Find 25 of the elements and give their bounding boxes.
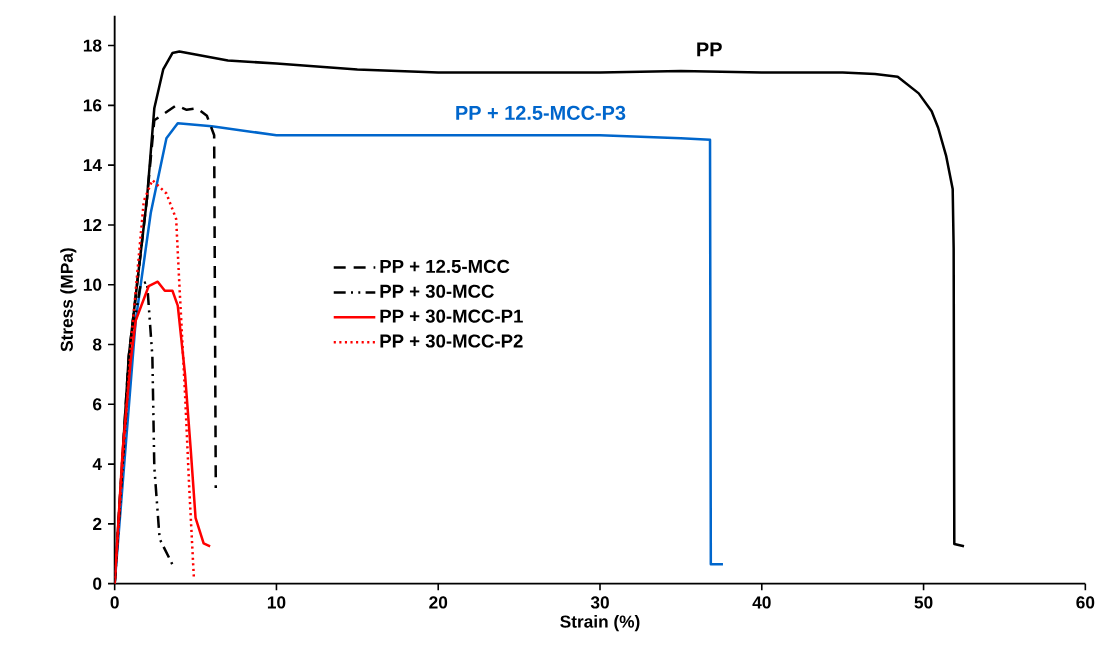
x-tick-label: 40 <box>752 596 771 609</box>
y-tick-label: 10 <box>83 278 102 291</box>
x-tick-label: 30 <box>590 596 609 609</box>
legend-label: PP + 30-MCC <box>380 284 494 298</box>
y-tick-label: 8 <box>92 338 102 351</box>
series-label: PP <box>697 42 722 57</box>
series-label: PP + 12.5-MCC-P3 <box>456 105 626 120</box>
y-tick-label: 18 <box>83 39 102 52</box>
x-tick-label: 0 <box>110 596 119 609</box>
y-tick-label: 12 <box>83 218 102 231</box>
x-tick-label: 50 <box>914 596 933 609</box>
x-tick-label: 20 <box>429 596 448 609</box>
y-tick-label: 2 <box>93 517 102 530</box>
y-tick-label: 16 <box>83 99 102 112</box>
x-tick-label: 10 <box>267 596 286 609</box>
legend-label: PP + 30-MCC-P2 <box>380 334 523 348</box>
y-tick-label: 4 <box>92 458 102 471</box>
y-tick-label: 0 <box>93 577 102 590</box>
y-tick-label: 14 <box>83 159 102 172</box>
x-tick-label: 60 <box>1076 596 1095 609</box>
legend-label: PP + 12.5-MCC <box>380 259 510 273</box>
y-axis-title: Stress (MPa) <box>60 248 77 352</box>
legend-label: PP + 30-MCC-P1 <box>380 309 523 323</box>
x-axis-title: Strain (%) <box>560 615 640 632</box>
y-tick-label: 6 <box>93 398 102 411</box>
